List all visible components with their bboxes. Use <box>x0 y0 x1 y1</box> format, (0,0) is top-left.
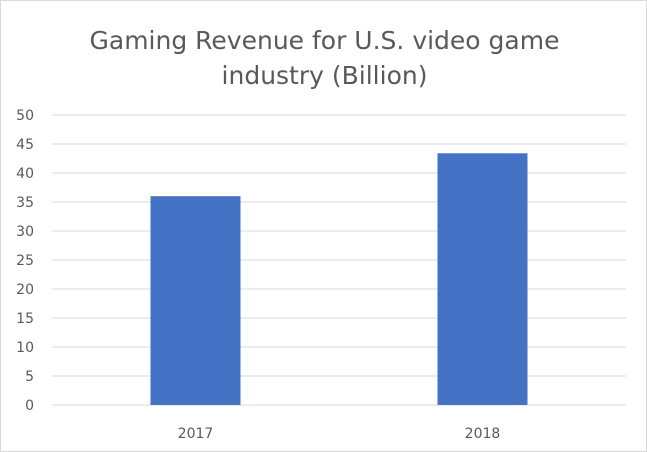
y-axis-ticks: 0 5 10 15 20 25 30 35 40 45 50 <box>16 108 34 414</box>
x-tick-label: 2017 <box>178 426 214 442</box>
y-tick-label: 50 <box>16 108 34 124</box>
y-tick-label: 45 <box>16 137 34 153</box>
x-tick-label: 2018 <box>465 426 501 442</box>
y-tick-label: 25 <box>16 253 34 269</box>
bar-2018 <box>437 153 528 405</box>
y-tick-label: 15 <box>16 311 34 327</box>
y-tick-label: 10 <box>16 340 34 356</box>
gridlines <box>52 114 626 406</box>
y-tick-label: 5 <box>25 369 34 385</box>
bar-2017 <box>150 196 241 405</box>
x-axis-ticks: 2017 2018 <box>178 426 501 442</box>
chart-title: Gaming Revenue for U.S. video game indus… <box>41 23 608 93</box>
y-tick-label: 30 <box>16 224 34 240</box>
y-tick-label: 40 <box>16 166 34 182</box>
y-tick-label: 20 <box>16 282 34 298</box>
chart-title-line1: Gaming Revenue for U.S. video game <box>89 26 560 55</box>
y-tick-label: 35 <box>16 195 34 211</box>
chart-title-line2: industry (Billion) <box>221 61 428 90</box>
bars <box>150 153 528 405</box>
y-tick-label: 0 <box>25 398 34 414</box>
